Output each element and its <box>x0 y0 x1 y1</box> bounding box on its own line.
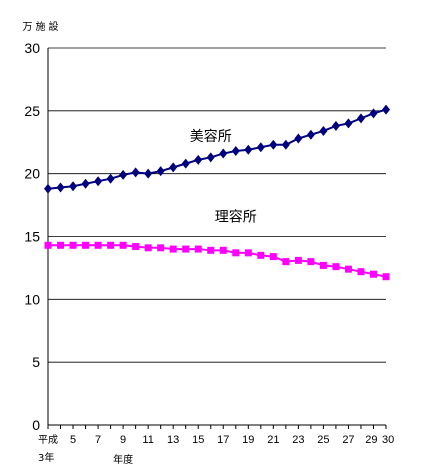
data-point <box>94 176 103 187</box>
data-point <box>244 249 252 257</box>
data-point <box>69 181 78 192</box>
data-point <box>107 241 115 249</box>
gridlines <box>48 47 386 363</box>
data-point <box>119 241 127 249</box>
data-point <box>382 273 390 281</box>
data-point <box>57 241 65 249</box>
series-name-label: 理容所 <box>215 208 257 225</box>
data-point <box>356 113 365 124</box>
data-point <box>369 270 377 278</box>
x-tick-label: 9 <box>120 434 126 446</box>
series-1 <box>44 104 390 194</box>
data-point <box>231 146 240 157</box>
x-first-sublabel: 3年 <box>38 451 54 464</box>
x-tick-label: 11 <box>142 434 153 446</box>
data-point <box>269 139 278 150</box>
data-point <box>269 253 277 261</box>
x-axis-label: 年度 <box>113 453 133 466</box>
data-point <box>257 251 265 259</box>
y-tick-label: 5 <box>32 354 40 370</box>
data-point <box>194 245 202 253</box>
y-tick-label: 30 <box>24 40 40 56</box>
data-point <box>44 183 52 194</box>
x-tick-label: 5 <box>70 434 76 446</box>
data-point <box>169 162 178 173</box>
x-tick-label: 13 <box>167 434 179 446</box>
data-point <box>56 182 65 193</box>
data-point <box>119 169 128 180</box>
y-tick-label: 0 <box>32 417 40 433</box>
y-tick-label: 15 <box>24 229 40 245</box>
data-point <box>331 120 340 131</box>
data-point <box>306 129 315 140</box>
data-point <box>281 139 290 150</box>
data-point <box>294 256 302 264</box>
x-tick-label: 7 <box>95 434 101 446</box>
x-tick-label: 25 <box>317 434 329 446</box>
data-point <box>294 133 303 144</box>
y-tick-label: 10 <box>24 291 40 307</box>
x-tick-label: 17 <box>217 434 229 446</box>
data-point <box>144 168 153 179</box>
data-point <box>194 154 203 165</box>
data-point <box>157 244 165 252</box>
data-point <box>132 243 140 251</box>
data-point <box>256 142 265 153</box>
data-point <box>244 144 253 155</box>
data-point <box>344 265 352 273</box>
y-tick-label: 20 <box>24 166 40 182</box>
data-point <box>131 167 140 178</box>
series-line <box>47 108 387 190</box>
y-tick-label: 25 <box>24 103 40 119</box>
data-point <box>81 178 90 189</box>
data-point <box>232 249 240 257</box>
series <box>44 104 390 281</box>
data-point <box>207 246 215 254</box>
x-first-label: 平成 <box>38 434 58 446</box>
data-point <box>282 258 290 266</box>
data-point <box>319 261 327 269</box>
data-point <box>169 245 177 253</box>
series-name-label: 美容所 <box>190 128 232 145</box>
data-point <box>382 104 390 115</box>
x-tick-label: 27 <box>342 434 354 446</box>
data-point <box>369 108 378 119</box>
x-tick-label: 15 <box>192 434 204 446</box>
x-tick-label: 23 <box>292 434 304 446</box>
data-point <box>319 125 328 136</box>
data-point <box>181 158 190 169</box>
data-point <box>94 241 102 249</box>
series-line <box>48 244 387 278</box>
series-2 <box>44 241 390 281</box>
data-point <box>69 241 77 249</box>
data-point <box>206 152 215 163</box>
data-point <box>144 244 152 252</box>
x-tick-label: 19 <box>242 434 254 446</box>
axes <box>47 48 387 429</box>
x-tick-label: 30 <box>382 434 394 446</box>
data-point <box>182 245 190 253</box>
data-point <box>357 268 365 276</box>
data-point <box>219 246 227 254</box>
labels: 0 5 10 15 20 25 30 5 7 9 11 13 15 17 19 21 23 25 27 29 30 平成 3… <box>23 20 395 466</box>
data-point <box>44 241 52 249</box>
data-point <box>106 173 115 184</box>
data-point <box>332 263 340 271</box>
unit-label: 万施設 <box>23 20 62 33</box>
data-point <box>156 166 165 177</box>
x-tick-label: 29 <box>365 434 377 446</box>
data-point <box>82 241 90 249</box>
x-tick-label: 21 <box>267 434 279 446</box>
data-point <box>219 148 228 159</box>
data-point <box>344 118 353 129</box>
data-point <box>307 258 315 266</box>
